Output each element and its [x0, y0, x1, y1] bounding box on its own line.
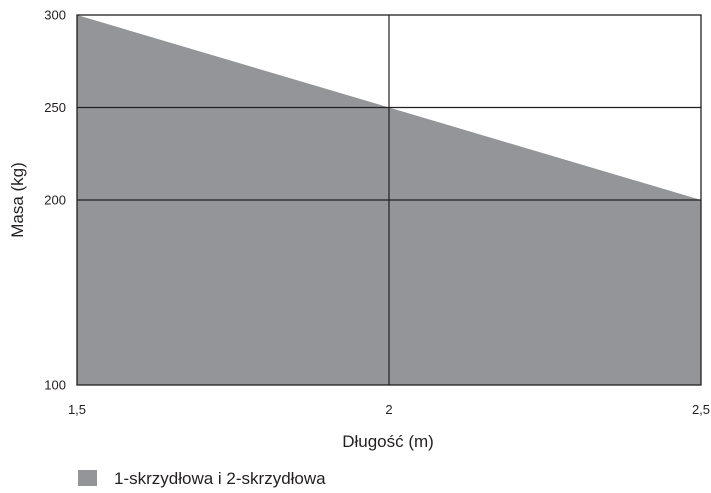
- legend-label: 1-skrzydłowa i 2-skrzydłowa: [114, 469, 326, 488]
- legend-swatch: [78, 470, 97, 486]
- y-axis-title: Masa (kg): [8, 162, 27, 238]
- y-tick-label: 300: [44, 8, 66, 23]
- x-tick-label: 1,5: [68, 402, 86, 417]
- plot-frame: [76, 14, 702, 386]
- y-tick-label: 250: [44, 100, 66, 115]
- x-tick-label: 2: [385, 402, 392, 417]
- x-axis-title: Długość (m): [342, 432, 434, 451]
- x-tick-labels: 1,5 2 2,5: [68, 402, 710, 417]
- y-tick-labels: 100 200 250 300: [44, 8, 66, 393]
- y-tick-label: 100: [44, 378, 66, 393]
- legend: 1-skrzydłowa i 2-skrzydłowa: [78, 469, 326, 488]
- grid-layer: [77, 15, 701, 385]
- y-tick-label: 200: [44, 193, 66, 208]
- x-tick-label: 2,5: [692, 402, 710, 417]
